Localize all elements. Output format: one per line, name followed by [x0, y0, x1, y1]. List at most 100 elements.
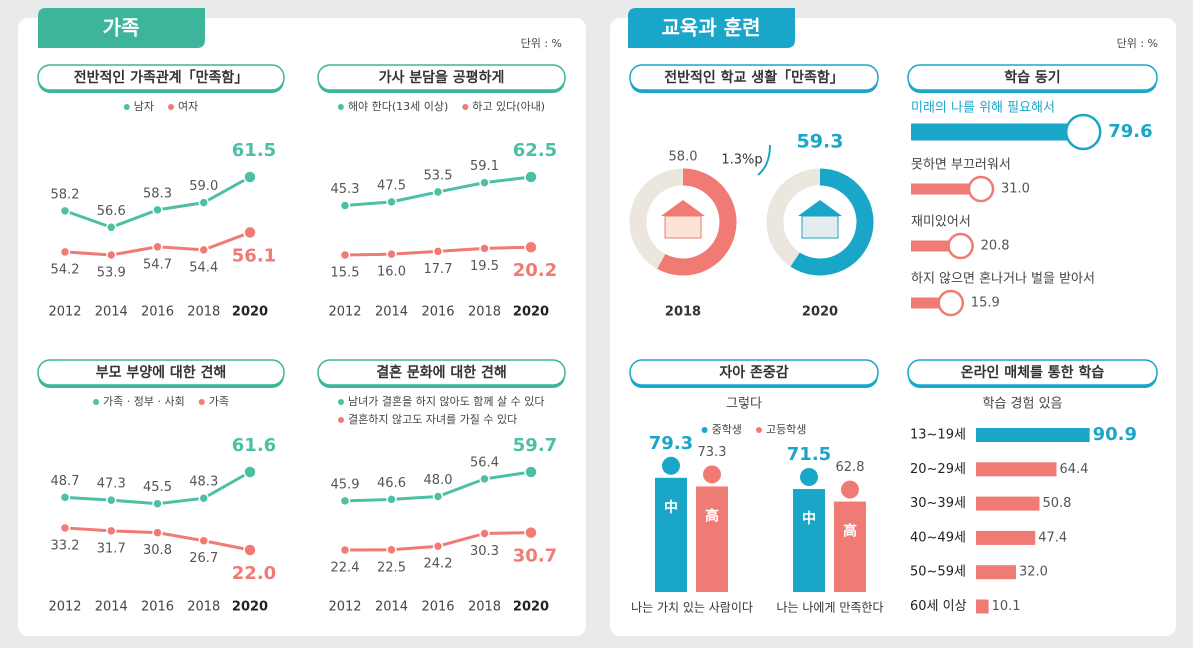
point [479, 473, 490, 485]
value-label: 79.6 [1108, 121, 1152, 142]
bar [793, 489, 825, 592]
value-label: 20.2 [513, 260, 557, 281]
point [243, 543, 257, 557]
legend-label: 결혼하지 않고도 자녀를 가질 수 있다 [348, 412, 517, 426]
legend-label: 가족 · 정부 · 사회 [103, 395, 185, 408]
value-label: 19.5 [470, 259, 499, 274]
category-label: 20~29세 [910, 462, 966, 477]
subtitle: 학습 경험 있음 [982, 397, 1062, 412]
value-label: 61.5 [232, 140, 276, 161]
point [524, 465, 538, 479]
bar [976, 496, 1040, 511]
category-label: 미래의 나를 위해 필요해서 [911, 101, 1055, 116]
point [152, 498, 163, 509]
x-label: 2018 [187, 600, 220, 615]
legend-marker [123, 104, 130, 110]
school-roof [661, 200, 705, 216]
point [59, 246, 71, 258]
x-label: 2012 [48, 305, 81, 320]
point [339, 495, 351, 507]
x-label: 2014 [95, 600, 128, 615]
value-label: 31.7 [97, 541, 126, 556]
value-label: 58.0 [669, 150, 698, 165]
icon [937, 289, 965, 317]
value-label: 58.3 [143, 186, 172, 201]
legend-marker [338, 399, 344, 405]
school-roof [798, 200, 842, 216]
value-label: 24.2 [424, 557, 453, 572]
bar [976, 462, 1057, 477]
category-label: 13~19세 [910, 428, 966, 443]
bar [911, 183, 973, 195]
chart-title: 온라인 매체를 통한 학습 [961, 364, 1105, 381]
legend: 가족 · 정부 · 사회 가족 [93, 395, 229, 408]
point [432, 246, 444, 257]
icon [947, 232, 974, 260]
point [198, 197, 209, 208]
point [339, 249, 351, 261]
person-head [662, 456, 680, 475]
point [386, 544, 397, 556]
point [339, 200, 351, 211]
person-head [841, 480, 859, 499]
x-label: 2020 [232, 600, 268, 615]
point [59, 522, 71, 534]
point [198, 535, 209, 546]
value-label: 22.4 [331, 561, 360, 576]
point [106, 494, 117, 506]
person-head [703, 465, 721, 484]
legend: 남자 여자 [123, 100, 198, 113]
point [524, 525, 538, 540]
point [152, 241, 163, 253]
legend-label: 가족 [209, 395, 229, 408]
point [432, 186, 444, 198]
x-label: 2012 [328, 305, 361, 320]
legend-marker [338, 417, 344, 423]
value-label: 58.2 [51, 187, 80, 202]
point [479, 177, 490, 188]
title-pill [317, 64, 566, 91]
legend-label: 여자 [178, 100, 198, 113]
icon [1064, 113, 1102, 151]
legend-label: 해야 한다(13세 이상) [348, 99, 448, 113]
school-icon [664, 215, 702, 239]
value-label: 90.9 [1093, 424, 1137, 445]
x-label: 나는 가치 있는 사람이다 [631, 601, 753, 615]
legend-marker [701, 427, 708, 433]
point [243, 225, 257, 240]
icon [967, 175, 995, 203]
value-label: 17.7 [424, 262, 453, 277]
point [479, 243, 490, 254]
value-label: 30.8 [143, 543, 172, 558]
section-tab [38, 8, 205, 48]
category-label: 못하면 부끄러워서 [911, 158, 1011, 173]
x-label: 2016 [421, 305, 454, 320]
point [243, 170, 257, 184]
bar [911, 240, 953, 252]
title-pill [629, 359, 879, 386]
x-label: 2018 [468, 305, 501, 320]
value-label: 73.3 [698, 445, 727, 460]
value-label: 54.7 [143, 257, 172, 272]
x-label: 2018 [187, 305, 220, 320]
legend-marker [198, 399, 205, 405]
x-label: 2016 [141, 305, 174, 320]
bar [976, 599, 989, 614]
x-label: 2020 [513, 305, 549, 320]
title-pill [907, 64, 1158, 91]
value-label: 53.5 [424, 168, 453, 183]
x-label: 2014 [95, 305, 128, 320]
title-pill [37, 64, 285, 91]
x-label: 2020 [802, 305, 838, 320]
value-label: 59.7 [513, 435, 557, 456]
point [524, 170, 538, 184]
bar-symbol: 中 [664, 499, 678, 516]
legend-label: 남자 [134, 100, 154, 113]
legend-marker [93, 399, 100, 405]
point [386, 196, 397, 208]
value-label: 33.2 [51, 538, 80, 553]
value-label: 45.3 [331, 182, 360, 197]
point [106, 222, 117, 233]
